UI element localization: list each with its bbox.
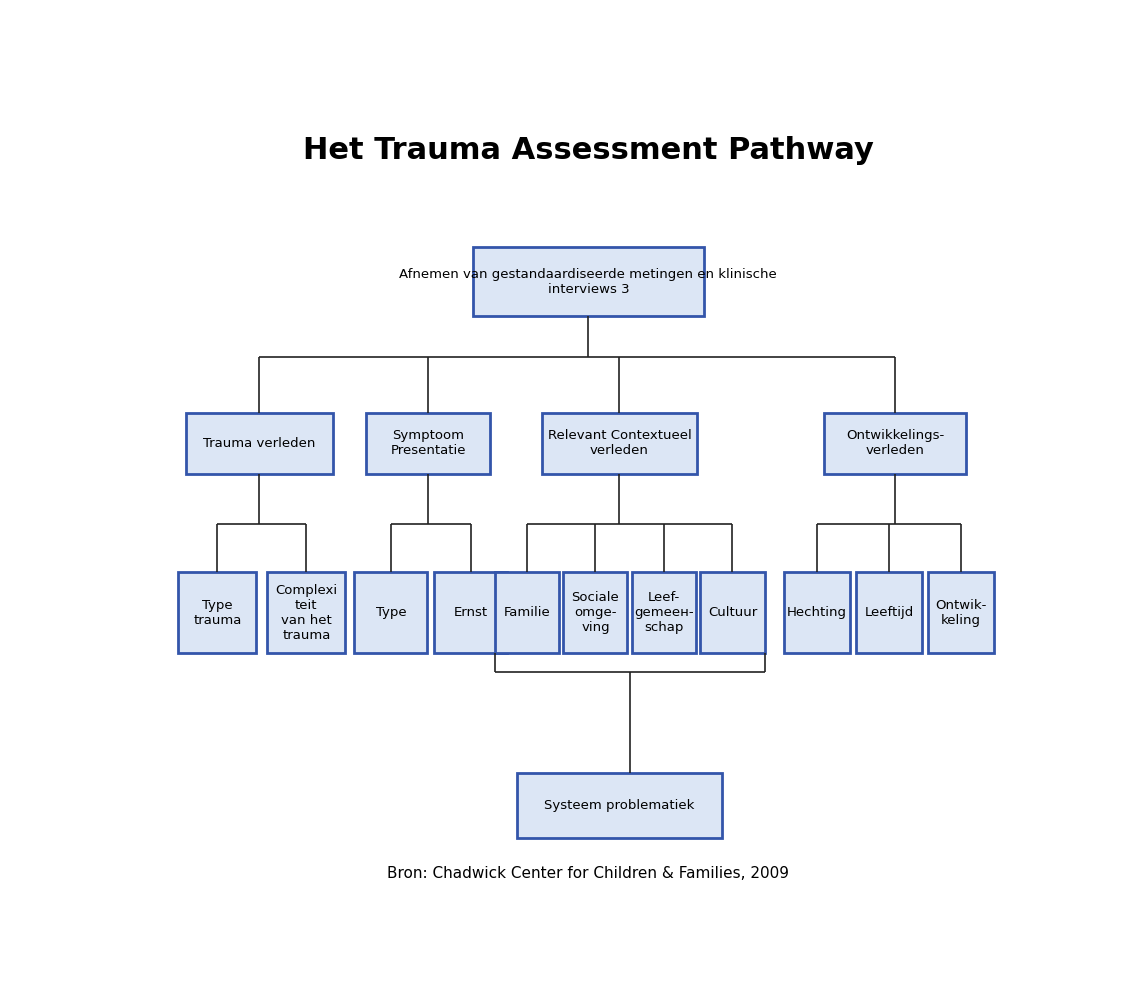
FancyBboxPatch shape [434,572,507,653]
FancyBboxPatch shape [824,413,967,474]
FancyBboxPatch shape [473,247,704,316]
FancyBboxPatch shape [856,572,922,653]
Text: Trauma verleden: Trauma verleden [203,437,316,450]
Text: Cultuur: Cultuur [708,606,758,619]
FancyBboxPatch shape [178,572,256,653]
FancyBboxPatch shape [495,572,559,653]
Text: Leeftijd: Leeftijd [864,606,914,619]
FancyBboxPatch shape [355,572,427,653]
Text: Ontwik-
keling: Ontwik- keling [936,599,987,627]
FancyBboxPatch shape [631,572,696,653]
FancyBboxPatch shape [366,413,490,474]
Text: Ontwikkelings-
verleden: Ontwikkelings- verleden [846,429,945,457]
Text: Het Trauma Assessment Pathway: Het Trauma Assessment Pathway [303,136,874,165]
Text: Relevant Contextueel
verleden: Relevant Contextueel verleden [548,429,691,457]
Text: Sociale
omge-
ving: Sociale omge- ving [572,591,619,634]
Text: Systeem problematiek: Systeem problematiek [544,799,695,812]
FancyBboxPatch shape [784,572,850,653]
Text: Leef-
gemeен-
schap: Leef- gemeен- schap [634,591,693,634]
Text: Bron: Chadwick Center for Children & Families, 2009: Bron: Chadwick Center for Children & Fam… [387,866,790,881]
Text: Type
trauma: Type trauma [193,599,241,627]
Text: Complexi
teit
van het
trauma: Complexi teit van het trauma [276,584,338,642]
FancyBboxPatch shape [700,572,765,653]
Text: Familie: Familie [504,606,550,619]
Text: Symptoom
Presentatie: Symptoom Presentatie [390,429,466,457]
Text: Afnemen van gestandaardiseerde metingen en klinische
interviews 3: Afnemen van gestandaardiseerde metingen … [400,268,777,296]
Text: Ernst: Ernst [453,606,488,619]
FancyBboxPatch shape [517,773,722,838]
FancyBboxPatch shape [267,572,346,653]
Text: Hechting: Hechting [788,606,847,619]
FancyBboxPatch shape [929,572,994,653]
FancyBboxPatch shape [542,413,697,474]
FancyBboxPatch shape [564,572,628,653]
FancyBboxPatch shape [186,413,333,474]
Text: Type: Type [375,606,406,619]
